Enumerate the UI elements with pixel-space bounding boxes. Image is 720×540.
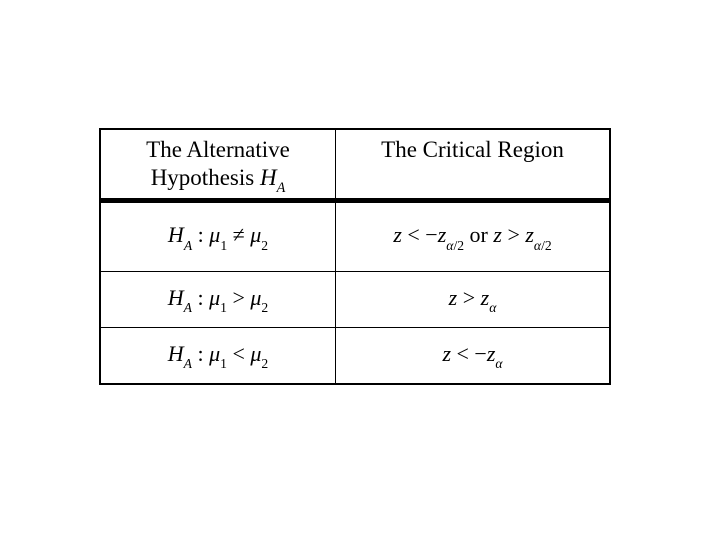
sym-mu: μ bbox=[250, 222, 261, 247]
sym-mu: μ bbox=[209, 341, 220, 366]
critical-region-cell: z < −zα/2 or z > zα/2 bbox=[336, 203, 609, 271]
sym-colon: : bbox=[192, 341, 209, 366]
sym-lt: < bbox=[402, 222, 425, 247]
critical-region-cell: z < −zα bbox=[336, 328, 609, 383]
critical-region-cell: z > zα bbox=[336, 272, 609, 327]
sym-sub2: 2 bbox=[261, 356, 268, 371]
sym-H: H bbox=[168, 222, 184, 247]
sym-sub1: 1 bbox=[220, 356, 227, 371]
header-left-sub: A bbox=[277, 180, 286, 196]
table-header-row: The Alternative Hypothesis HA The Critic… bbox=[101, 130, 609, 203]
hypothesis-cell: HA : μ1 > μ2 bbox=[101, 272, 336, 327]
table-row: HA : μ1 > μ2 z > zα bbox=[101, 272, 609, 328]
sym-sub2: 2 bbox=[261, 238, 268, 253]
sym-sub-A: A bbox=[184, 300, 192, 315]
sym-colon: : bbox=[192, 285, 209, 310]
sym-mu: μ bbox=[250, 285, 261, 310]
sym-half: /2 bbox=[453, 238, 464, 253]
hypothesis-cell: HA : μ1 ≠ μ2 bbox=[101, 203, 336, 271]
sym-gt: > bbox=[457, 285, 480, 310]
table-row: HA : μ1 ≠ μ2 z < −zα/2 or z > zα/2 bbox=[101, 203, 609, 272]
header-alternative-hypothesis: The Alternative Hypothesis HA bbox=[101, 130, 336, 198]
hypothesis-cell: HA : μ1 < μ2 bbox=[101, 328, 336, 383]
header-left-sym: H bbox=[260, 165, 277, 190]
header-right-text: The Critical Region bbox=[381, 136, 564, 164]
sym-or: or bbox=[464, 222, 493, 247]
sym-sub-alpha-half: α/2 bbox=[534, 238, 552, 253]
sym-op: > bbox=[227, 285, 250, 310]
table-row: HA : μ1 < μ2 z < −zα bbox=[101, 328, 609, 383]
sym-mu: μ bbox=[209, 285, 220, 310]
sym-neg: − bbox=[474, 341, 486, 366]
header-left-line1: The Alternative bbox=[146, 137, 290, 162]
header-critical-region: The Critical Region bbox=[336, 130, 609, 198]
sym-z: z bbox=[442, 341, 451, 366]
sym-sub-alpha: α bbox=[489, 300, 496, 315]
sym-sub-alpha: α bbox=[495, 356, 502, 371]
sym-H: H bbox=[168, 285, 184, 310]
sym-sub-A: A bbox=[184, 238, 192, 253]
sym-alpha: α bbox=[534, 238, 541, 253]
sym-sub1: 1 bbox=[220, 300, 227, 315]
sym-z: z bbox=[481, 285, 490, 310]
sym-mu: μ bbox=[250, 341, 261, 366]
sym-z: z bbox=[393, 222, 402, 247]
sym-sub-alpha-half: α/2 bbox=[446, 238, 464, 253]
sym-lt: < bbox=[451, 341, 474, 366]
header-left-line2-prefix: Hypothesis bbox=[151, 165, 260, 190]
sym-sub1: 1 bbox=[220, 238, 227, 253]
sym-H: H bbox=[168, 341, 184, 366]
hypothesis-table: The Alternative Hypothesis HA The Critic… bbox=[99, 128, 611, 385]
sym-z: z bbox=[493, 222, 502, 247]
sym-op: ≠ bbox=[227, 222, 250, 247]
sym-z: z bbox=[449, 285, 458, 310]
sym-gt: > bbox=[502, 222, 525, 247]
sym-z: z bbox=[525, 222, 534, 247]
sym-neg: − bbox=[425, 222, 437, 247]
sym-colon: : bbox=[192, 222, 209, 247]
sym-sub-A: A bbox=[184, 356, 192, 371]
sym-op: < bbox=[227, 341, 250, 366]
sym-mu: μ bbox=[209, 222, 220, 247]
sym-half: /2 bbox=[541, 238, 552, 253]
sym-sub2: 2 bbox=[261, 300, 268, 315]
sym-z: z bbox=[438, 222, 447, 247]
